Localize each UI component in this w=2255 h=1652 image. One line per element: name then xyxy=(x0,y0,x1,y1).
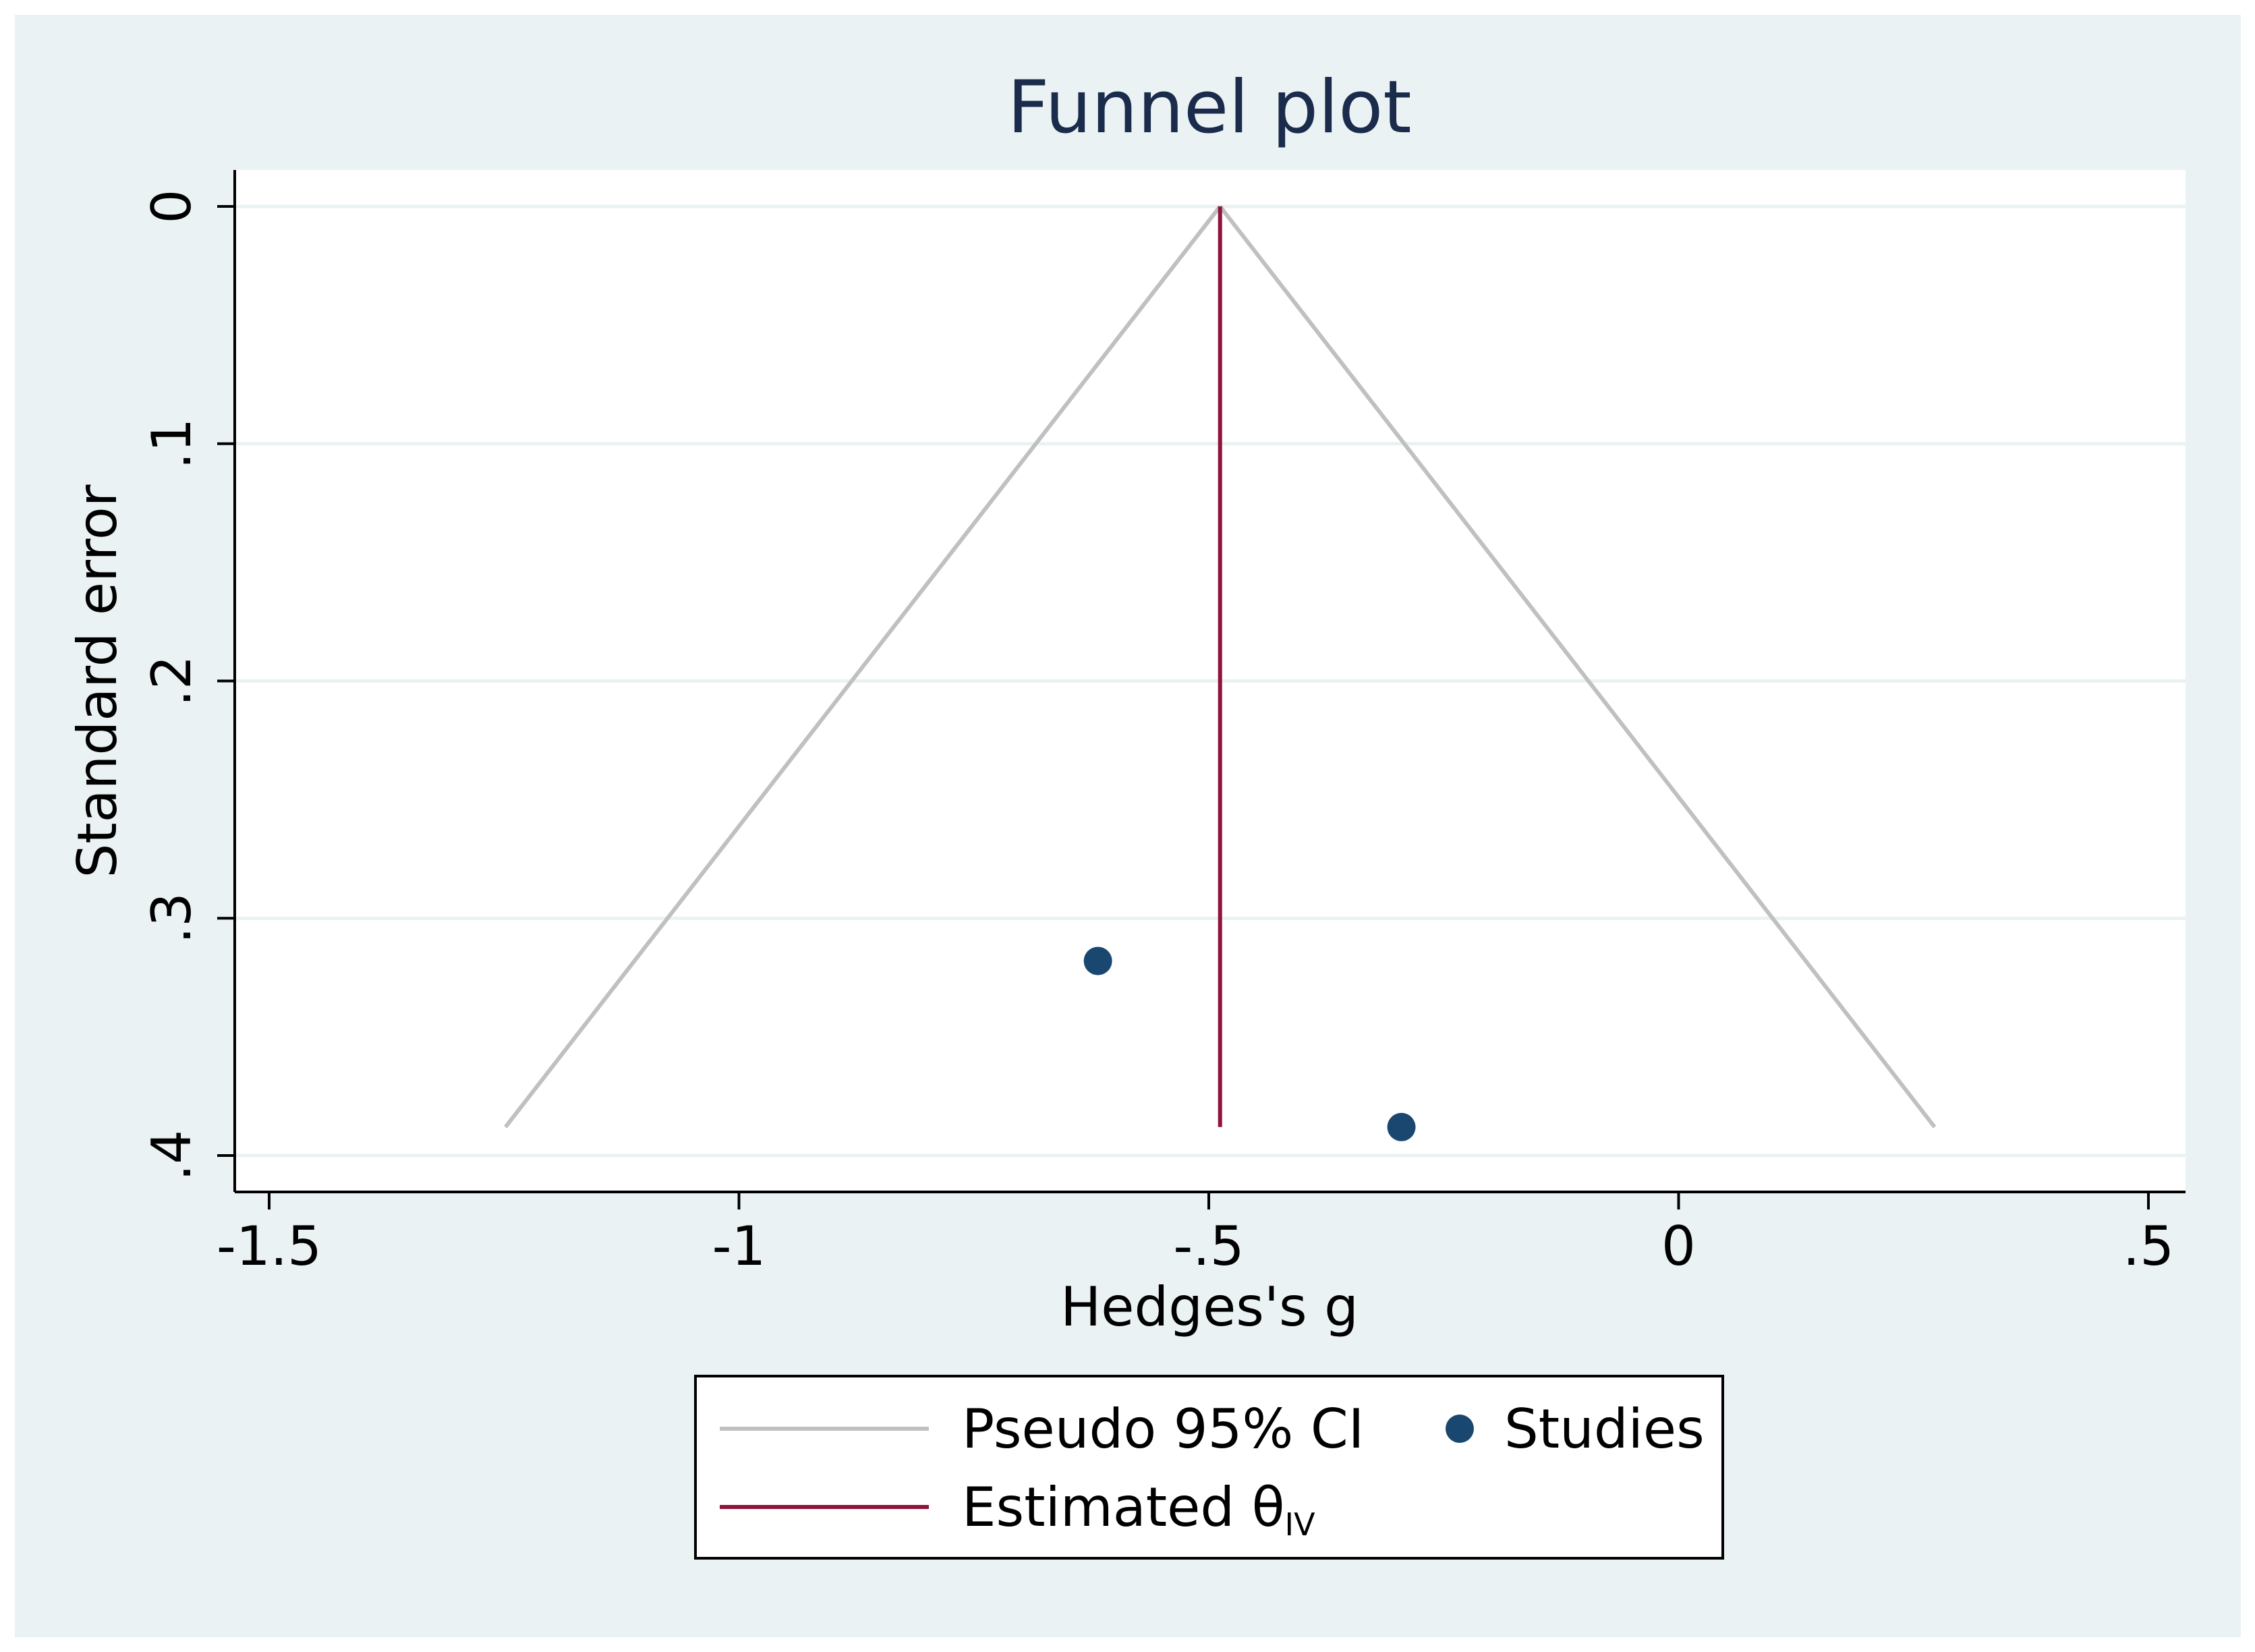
x-tick-label-3: 0 xyxy=(1661,1215,1696,1278)
x-tick-label-4: .5 xyxy=(2123,1215,2174,1278)
legend-studies-label: Studies xyxy=(1504,1398,1705,1460)
y-tick-label-4: .4 xyxy=(140,1130,203,1181)
study-point-0 xyxy=(1083,946,1112,975)
ci-line-left xyxy=(503,205,1222,1129)
y-tick-label-0: 0 xyxy=(140,190,203,224)
chart-title: Funnel plot xyxy=(1007,65,1411,150)
legend-ci-label: Pseudo 95% CI xyxy=(962,1398,1364,1460)
legend-box xyxy=(694,1375,1724,1560)
legend-estimate-label: Estimated θIV xyxy=(962,1476,1315,1543)
y-axis-label: Standard error xyxy=(66,484,129,878)
x-axis-label: Hedges's g xyxy=(1060,1276,1359,1338)
chart-marks xyxy=(503,205,1937,1141)
legend-studies-marker xyxy=(1446,1415,1474,1443)
x-tick-label-0: -1.5 xyxy=(217,1215,322,1278)
legend-estimate-label-subscript: IV xyxy=(1285,1506,1316,1543)
grid-lines xyxy=(235,204,2186,1158)
y-tick-label-2: .2 xyxy=(140,655,203,706)
axis-ticks: -1.5 -1 -.5 0 .5 0 .1 .2 .3 .4 xyxy=(140,190,2174,1278)
study-point-1 xyxy=(1387,1112,1416,1141)
y-tick-label-1: .1 xyxy=(140,418,203,469)
legend-estimate-label-main: Estimated θ xyxy=(962,1476,1285,1539)
y-tick-label-3: .3 xyxy=(140,892,203,944)
ci-line-right xyxy=(1218,205,1937,1129)
legend: Pseudo 95% CI Studies Estimated θIV xyxy=(694,1375,1724,1560)
x-tick-label-1: -1 xyxy=(712,1215,766,1278)
x-tick-label-2: -.5 xyxy=(1173,1215,1244,1278)
